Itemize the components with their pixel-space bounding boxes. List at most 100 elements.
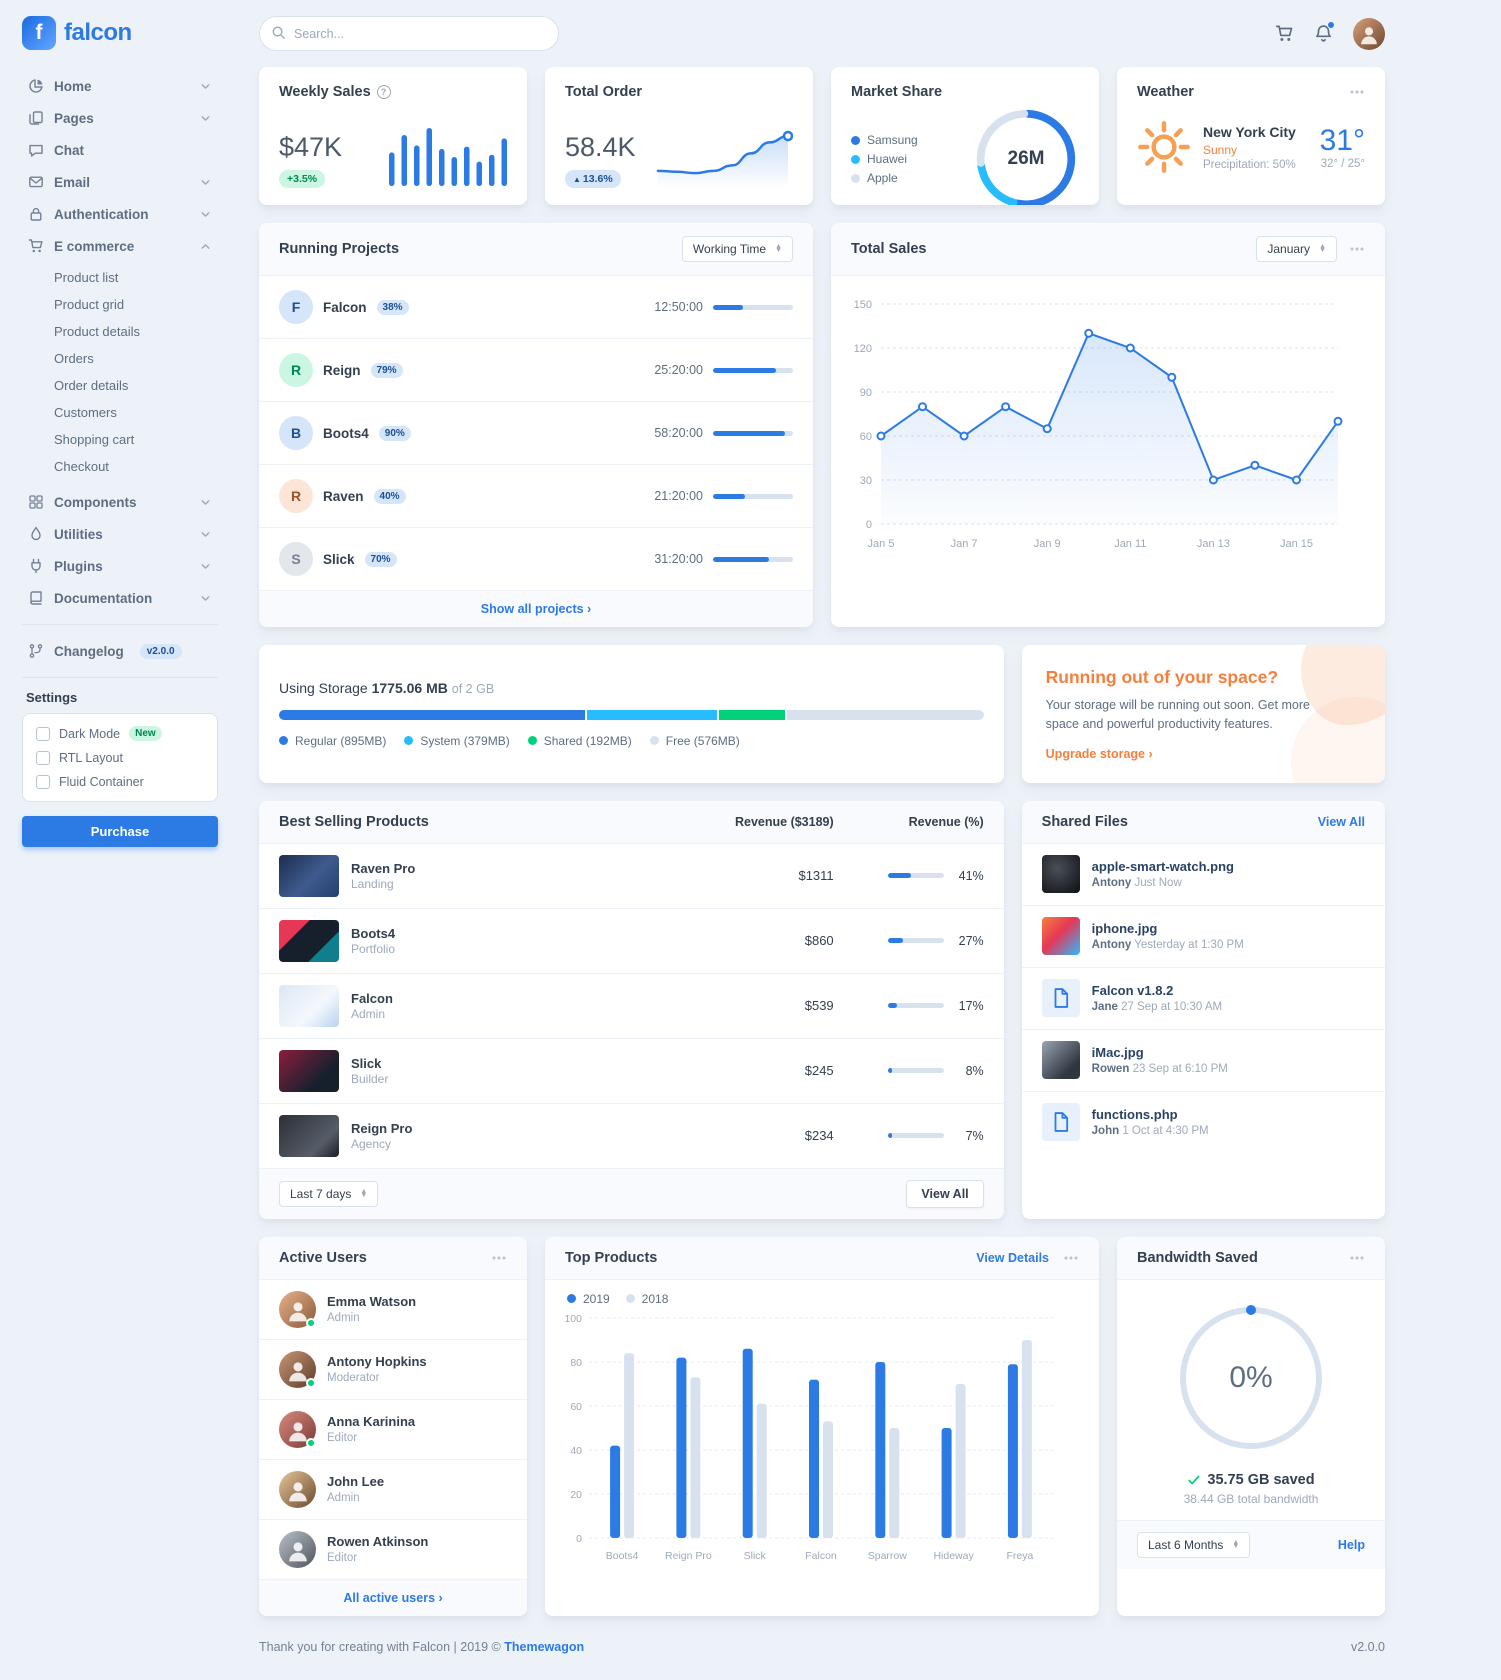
sidebar-item-checkout[interactable]: Checkout (54, 459, 109, 474)
legend-item: 2018 (625, 1292, 668, 1306)
legend-dot (851, 135, 860, 145)
sidebar-item-home[interactable]: Home (22, 70, 218, 102)
more-options-icon[interactable] (1349, 84, 1365, 100)
project-progress-bar (713, 493, 793, 499)
online-status-dot (306, 1377, 316, 1388)
shopping-cart-icon[interactable] (1275, 24, 1294, 43)
project-avatar: F (279, 290, 313, 324)
sidebar-item-customers[interactable]: Customers (54, 405, 117, 420)
svg-text:Sparrow: Sparrow (868, 1550, 908, 1562)
svg-text:Jan 9: Jan 9 (1034, 538, 1061, 550)
bandwidth-gauge-chart (1180, 1304, 1322, 1449)
rtl-layout-checkbox[interactable] (36, 751, 50, 765)
fluid-container-checkbox[interactable] (36, 775, 50, 789)
list-item: Antony Hopkins Moderator (259, 1338, 527, 1399)
card-title: Top Products (565, 1249, 658, 1266)
sidebar-item-orders[interactable]: Orders (54, 351, 94, 366)
top-products-legend: 2019 2018 (545, 1280, 1099, 1306)
working-time-select[interactable]: Working Time ▲ ▼ (681, 236, 793, 262)
sidebar-item-documentation[interactable]: Documentation (22, 582, 218, 614)
fluid-container-toggle[interactable]: Fluid Container (36, 775, 204, 789)
sidebar-item-plugins[interactable]: Plugins (22, 550, 218, 582)
all-active-users-link[interactable]: All active users › (343, 1590, 443, 1605)
sidebar-item-pages[interactable]: Pages (22, 102, 218, 134)
sidebar-item-email[interactable]: Email (22, 166, 218, 198)
settings-heading: Settings (26, 690, 78, 705)
sidebar-item-product-list[interactable]: Product list (54, 270, 119, 285)
search-input[interactable] (259, 16, 559, 51)
sidebar-item-product-grid[interactable]: Product grid (54, 297, 125, 312)
product-name-link[interactable]: Boots4 (351, 925, 396, 941)
weather-temperature: 31° (1319, 124, 1365, 157)
table-row: Raven Pro Landing $1311 41% (259, 844, 1004, 908)
file-name-link[interactable]: Falcon v1.8.2 (1091, 983, 1174, 998)
user-name-link[interactable]: Rowen Atkinson (327, 1534, 429, 1549)
product-name-link[interactable]: Falcon (351, 990, 393, 1006)
months-select[interactable]: Last 6 Months ▲ ▼ (1137, 1531, 1251, 1558)
view-details-link[interactable]: View Details (976, 1250, 1049, 1265)
dark-mode-toggle[interactable]: Dark Mode New (36, 726, 204, 741)
dashboard-grid: Weekly Sales ? $47K +3.5% Total Order (259, 67, 1385, 1616)
project-name-link[interactable]: Reign (323, 362, 361, 378)
view-all-button[interactable]: View All (906, 1179, 984, 1208)
more-options-icon[interactable] (1063, 1250, 1079, 1266)
more-options-icon[interactable] (1349, 1250, 1365, 1266)
storage-legend: Regular (895MB) System (379MB) Shared (1… (279, 734, 984, 748)
sidebar-item-ecommerce[interactable]: E commerce (22, 230, 218, 262)
file-name-link[interactable]: apple-smart-watch.png (1091, 859, 1234, 874)
themewagon-link[interactable]: Themewagon (504, 1639, 585, 1654)
rtl-layout-toggle[interactable]: RTL Layout (36, 751, 204, 765)
market-share-total: 26M (1007, 148, 1045, 169)
sidebar-item-chat[interactable]: Chat (22, 134, 218, 166)
project-name-link[interactable]: Raven (323, 488, 364, 504)
sidebar-item-utilities[interactable]: Utilities (22, 518, 218, 550)
project-row: R Reign 79% 25:20:00 (259, 338, 813, 401)
product-name-link[interactable]: Raven Pro (351, 860, 416, 876)
user-avatar[interactable] (1353, 17, 1385, 50)
more-options-icon[interactable] (1349, 241, 1365, 257)
show-all-projects-link[interactable]: Show all projects › (480, 602, 592, 616)
sidebar-item-label: Pages (54, 110, 94, 126)
file-name-link[interactable]: iphone.jpg (1091, 921, 1158, 936)
dark-mode-checkbox[interactable] (36, 726, 50, 741)
brand-logo[interactable]: f falcon (22, 16, 218, 50)
bandwidth-saved: 35.75 GB saved (1187, 1472, 1315, 1488)
project-name-link[interactable]: Boots4 (323, 425, 369, 441)
month-select[interactable]: January ▲ ▼ (1256, 236, 1337, 262)
avatar (279, 1530, 316, 1568)
sidebar-item-order-details[interactable]: Order details (54, 378, 129, 393)
legend-item: System (379MB) (404, 734, 510, 748)
user-name-link[interactable]: John Lee (327, 1474, 385, 1489)
product-name-link[interactable]: Slick (351, 1055, 382, 1071)
file-name-link[interactable]: iMac.jpg (1091, 1045, 1144, 1060)
utilities-icon (28, 526, 44, 542)
product-thumbnail (279, 854, 339, 897)
sidebar-item-shopping-cart[interactable]: Shopping cart (54, 432, 135, 447)
table-row: Reign Pro Agency $234 7% (259, 1102, 1004, 1168)
sidebar-item-product-details[interactable]: Product details (54, 324, 140, 339)
project-name-link[interactable]: Slick (323, 551, 355, 567)
more-options-icon[interactable] (491, 1250, 507, 1266)
help-link[interactable]: Help (1337, 1537, 1365, 1552)
user-name-link[interactable]: Antony Hopkins (327, 1354, 427, 1369)
date-range-select[interactable]: Last 7 days ▲ ▼ (279, 1180, 379, 1207)
upgrade-storage-link[interactable]: Upgrade storage › (1045, 746, 1153, 761)
revenue-percent: 8% (965, 1063, 984, 1078)
project-name-link[interactable]: Falcon (323, 299, 367, 315)
user-name-link[interactable]: Emma Watson (327, 1294, 417, 1309)
svg-text:30: 30 (860, 475, 872, 487)
user-name-link[interactable]: Anna Karinina (327, 1414, 416, 1429)
sidebar-item-authentication[interactable]: Authentication (22, 198, 218, 230)
help-icon[interactable]: ? (376, 85, 391, 99)
view-all-link[interactable]: View All (1317, 814, 1365, 829)
sidebar-item-changelog[interactable]: Changelog v2.0.0 (22, 635, 218, 667)
file-name-link[interactable]: functions.php (1091, 1107, 1178, 1122)
product-name-link[interactable]: Reign Pro (351, 1120, 413, 1136)
card-title: Bandwidth Saved (1137, 1249, 1258, 1266)
product-thumbnail (279, 919, 339, 962)
purchase-button[interactable]: Purchase (22, 816, 218, 847)
notifications-bell-icon[interactable] (1314, 21, 1335, 43)
storage-card: Using Storage 1775.06 MB of 2 GB Regular… (259, 645, 1004, 783)
sidebar-item-components[interactable]: Components (22, 486, 218, 518)
